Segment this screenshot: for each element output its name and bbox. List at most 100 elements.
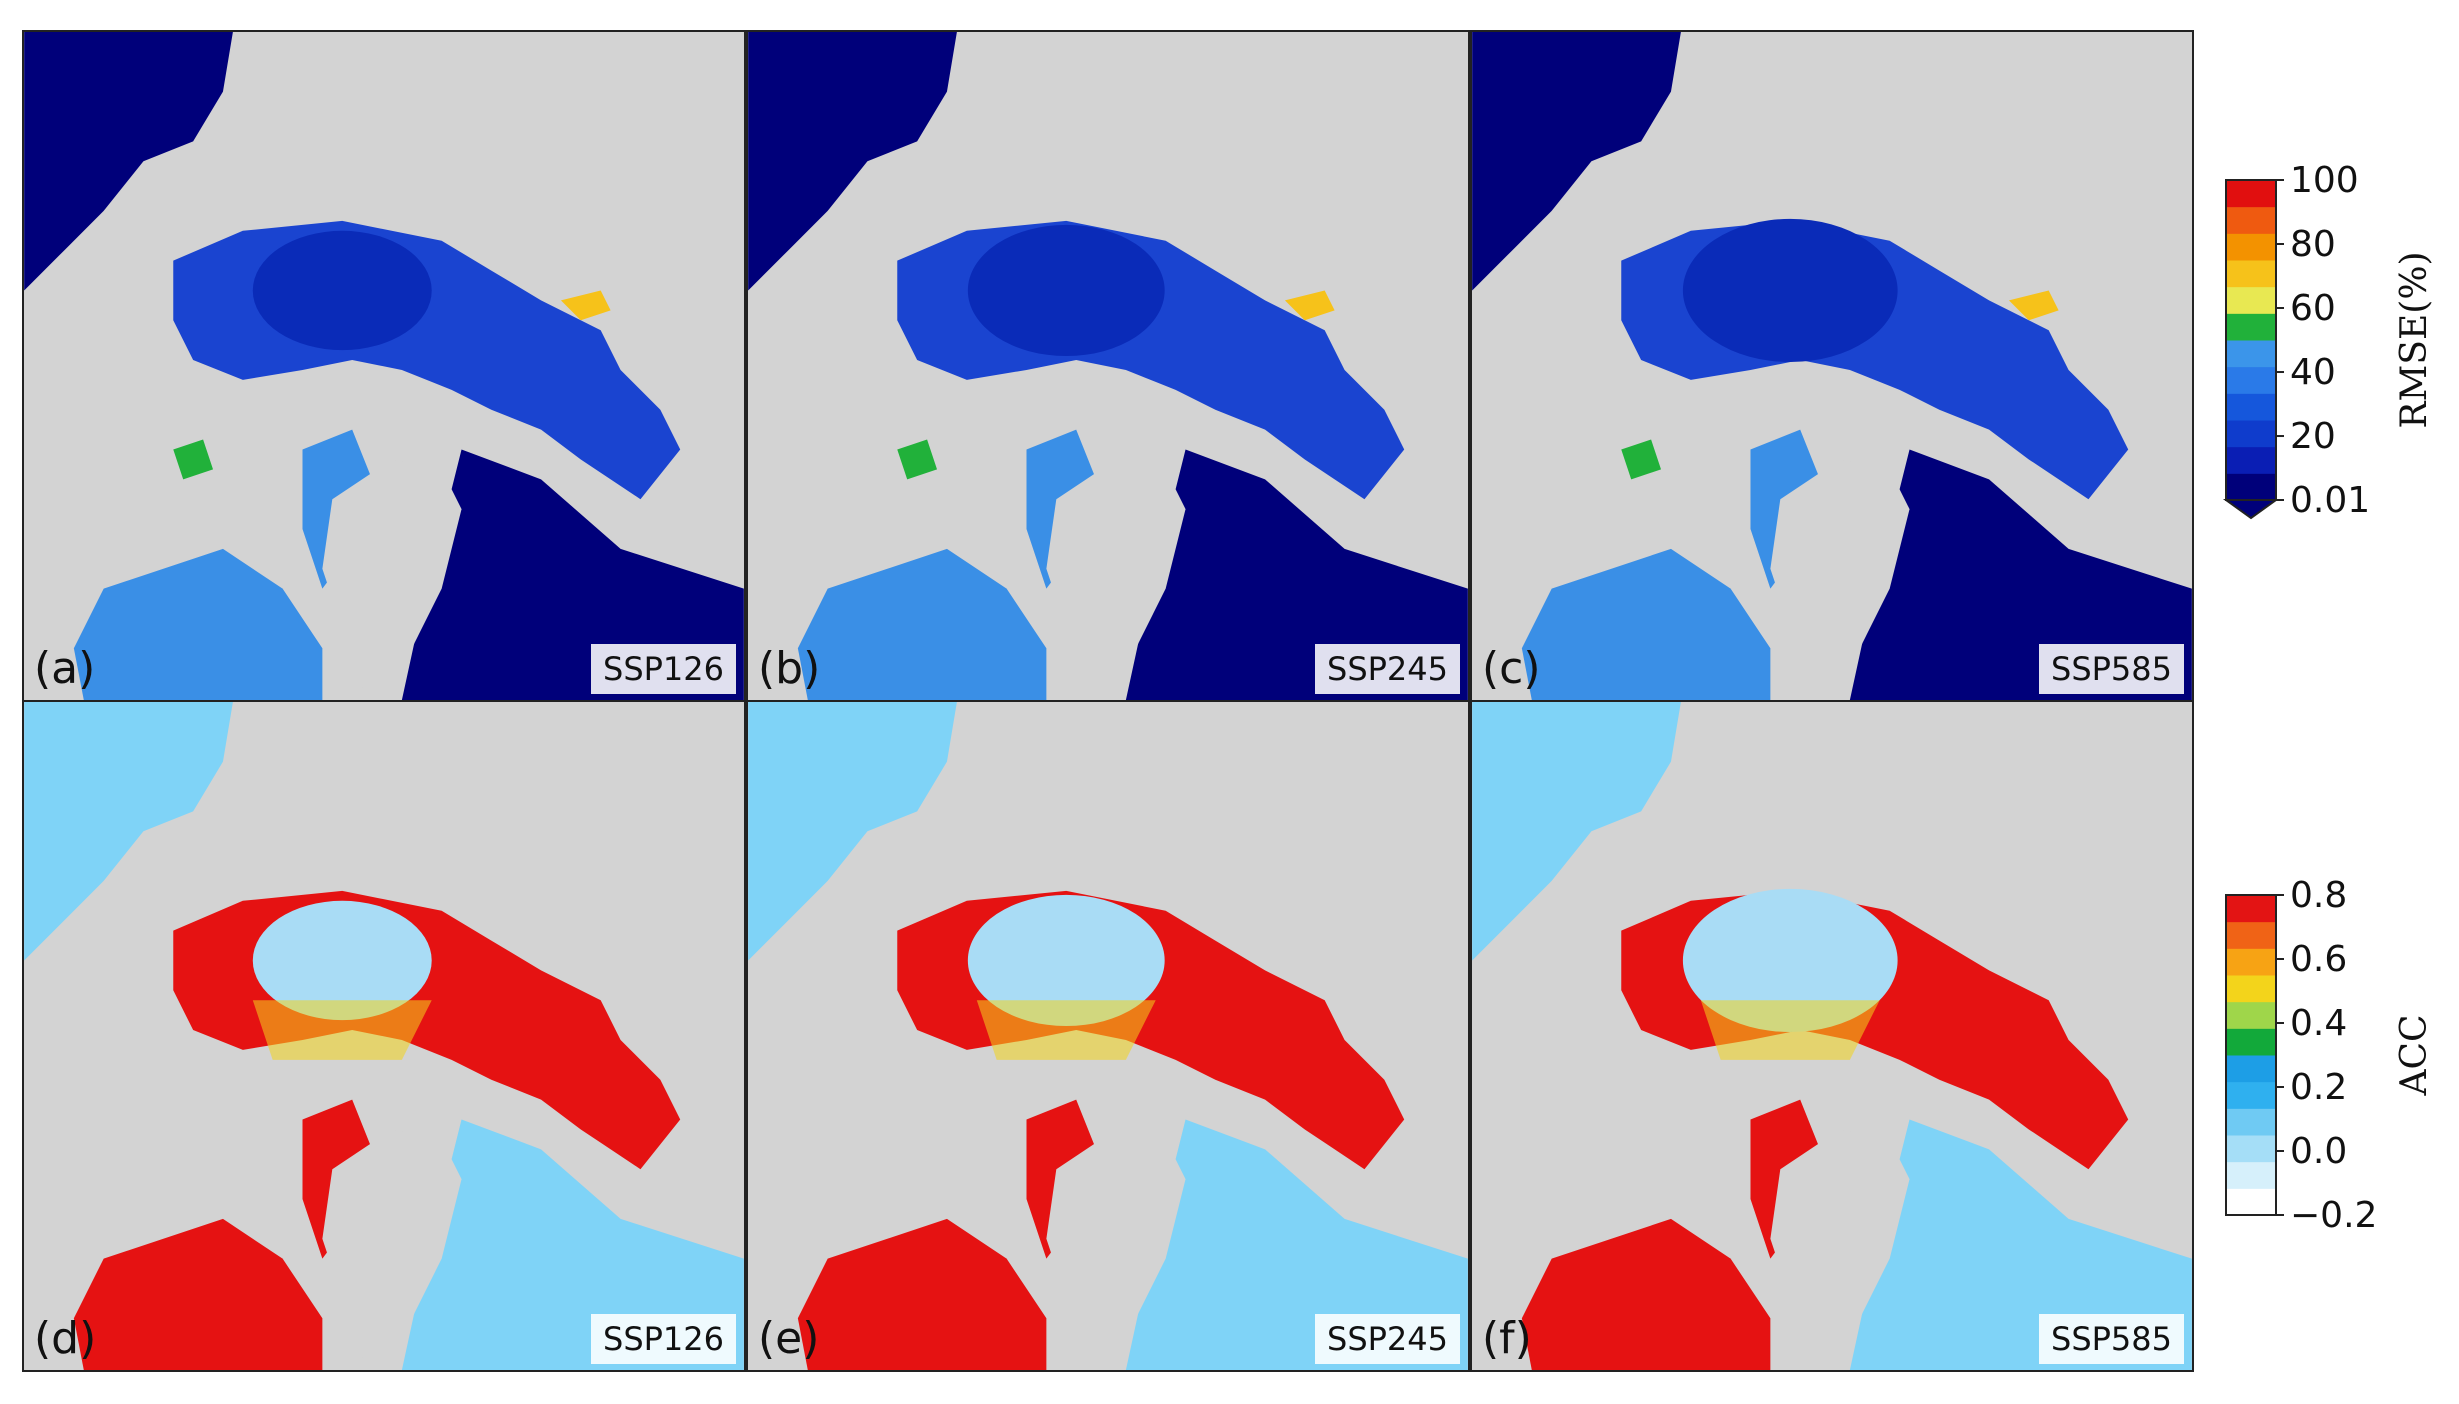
colorbar-segment [2226,975,2276,1003]
shelf-region [1521,1218,1771,1370]
scenario-tag: SSP245 [1315,1314,1460,1364]
colorbar-segment [2226,1081,2276,1109]
central-arctic [1682,888,1898,1033]
central-arctic [967,224,1165,357]
colorbar-tick-label: 0.2 [2290,1067,2347,1108]
colorbar-segment [2226,1188,2276,1216]
colorbar-segment [2226,1001,2276,1029]
ocean-region [748,702,957,961]
greenland-land [322,459,462,689]
acc-map-e [748,702,1468,1370]
colorbar-tick-label: 20 [2290,416,2336,457]
panel-e: (e) SSP245 [746,700,1470,1372]
colorbar-segment [2226,233,2276,261]
panel-label: (f) [1482,1313,1532,1364]
high-error-patch [1621,439,1662,480]
colorbar-tick-label: 0.01 [2290,480,2370,521]
panel-f: (f) SSP585 [1470,700,2194,1372]
panel-label: (a) [34,643,96,694]
panel-c: (c) SSP585 [1470,30,2194,702]
colorbar-segment [2226,1161,2276,1189]
high-error-patch [2008,290,2059,321]
ocean-region [401,1119,744,1370]
acc-map-d [24,702,744,1370]
shelf-region [73,1218,323,1370]
transition-band [1700,1000,1880,1060]
rmse-map-c [1472,32,2192,700]
high-error-patch [897,439,938,480]
scenario-tag: SSP126 [591,644,736,694]
colorbar-tick-label: 60 [2290,288,2336,329]
colorbar-segment [2226,921,2276,949]
panel-label: (b) [758,643,821,694]
scenario-tag: SSP126 [591,1314,736,1364]
ocean-region [401,449,744,700]
colorbar-segment [2226,393,2276,421]
panel-label: (d) [34,1313,97,1364]
colorbar-tick-label: 100 [2290,160,2359,201]
central-arctic [967,894,1165,1027]
shelf-region [797,548,1047,700]
panel-a: (a) SSP126 [22,30,746,702]
panel-d: (d) SSP126 [22,700,746,1372]
colorbar-tick-label: 0.6 [2290,939,2347,980]
scenario-tag: SSP245 [1315,644,1460,694]
colorbar-tick-label: 40 [2290,352,2336,393]
greenland-land [322,1129,462,1359]
ocean-region [748,32,957,291]
colorbar-segment [2226,1135,2276,1163]
colorbar-frame [2225,894,2277,1216]
colorbar-title: ACC [2394,1014,2435,1096]
colorbar-segment [2226,1108,2276,1136]
colorbar-segment [2226,446,2276,474]
shelf-region [1521,548,1771,700]
shelf-region [797,1218,1047,1370]
colorbar-segment [2226,1028,2276,1056]
panel-b: (b) SSP245 [746,30,1470,702]
acc-map-f [1472,702,2192,1370]
colorbar-segment [2226,313,2276,341]
high-error-patch [1284,290,1335,321]
colorbar-tick-label: 80 [2290,224,2336,265]
colorbar-extend-min [2222,499,2280,520]
ocean-region [24,702,233,961]
central-arctic [252,230,432,351]
panel-label: (c) [1482,643,1541,694]
high-error-patch [173,439,214,480]
rmse-colorbar-svg: 100 80 60 40 20 0.01 RMSE(%) [2222,160,2435,521]
shelf-region [73,548,323,700]
colorbar-tick-label: 0.0 [2290,1131,2347,1172]
colorbar-segment [2226,895,2276,923]
greenland-land [1770,1129,1910,1359]
colorbar-segment [2226,206,2276,234]
ocean-region [1472,32,1681,291]
colorbar-tick-label: −0.2 [2290,1195,2377,1236]
central-arctic [1682,218,1898,363]
rmse-map-a [24,32,744,700]
ocean-region [1849,1119,2192,1370]
greenland-land [1770,459,1910,689]
scenario-tag: SSP585 [2039,644,2184,694]
rmse-colorbar: 100 80 60 40 20 0.01 RMSE(%) [2222,160,2446,554]
transition-band [252,1000,432,1060]
ocean-region [1125,1119,1468,1370]
colorbar-segment [2226,366,2276,394]
panel-label: (e) [758,1313,820,1364]
ocean-region [1125,449,1468,700]
ocean-region [24,32,233,291]
colorbar-tick-label: 0.8 [2290,875,2347,916]
scenario-tag: SSP585 [2039,1314,2184,1364]
colorbar-tick-label: 0.4 [2290,1003,2347,1044]
colorbar-title: RMSE(%) [2394,251,2435,428]
acc-colorbar: 0.8 0.6 0.4 0.2 0.0 −0.2 ACC [2225,875,2446,1269]
colorbar-segment [2226,1055,2276,1083]
central-arctic [252,900,432,1021]
colorbar-segment [2226,473,2276,501]
rmse-map-b [748,32,1468,700]
colorbar-segment [2226,948,2276,976]
colorbar-segment [2226,420,2276,448]
colorbar-segment [2226,180,2276,208]
high-error-patch [560,290,611,321]
greenland-land [1046,1129,1186,1359]
colorbar-segment [2226,260,2276,288]
